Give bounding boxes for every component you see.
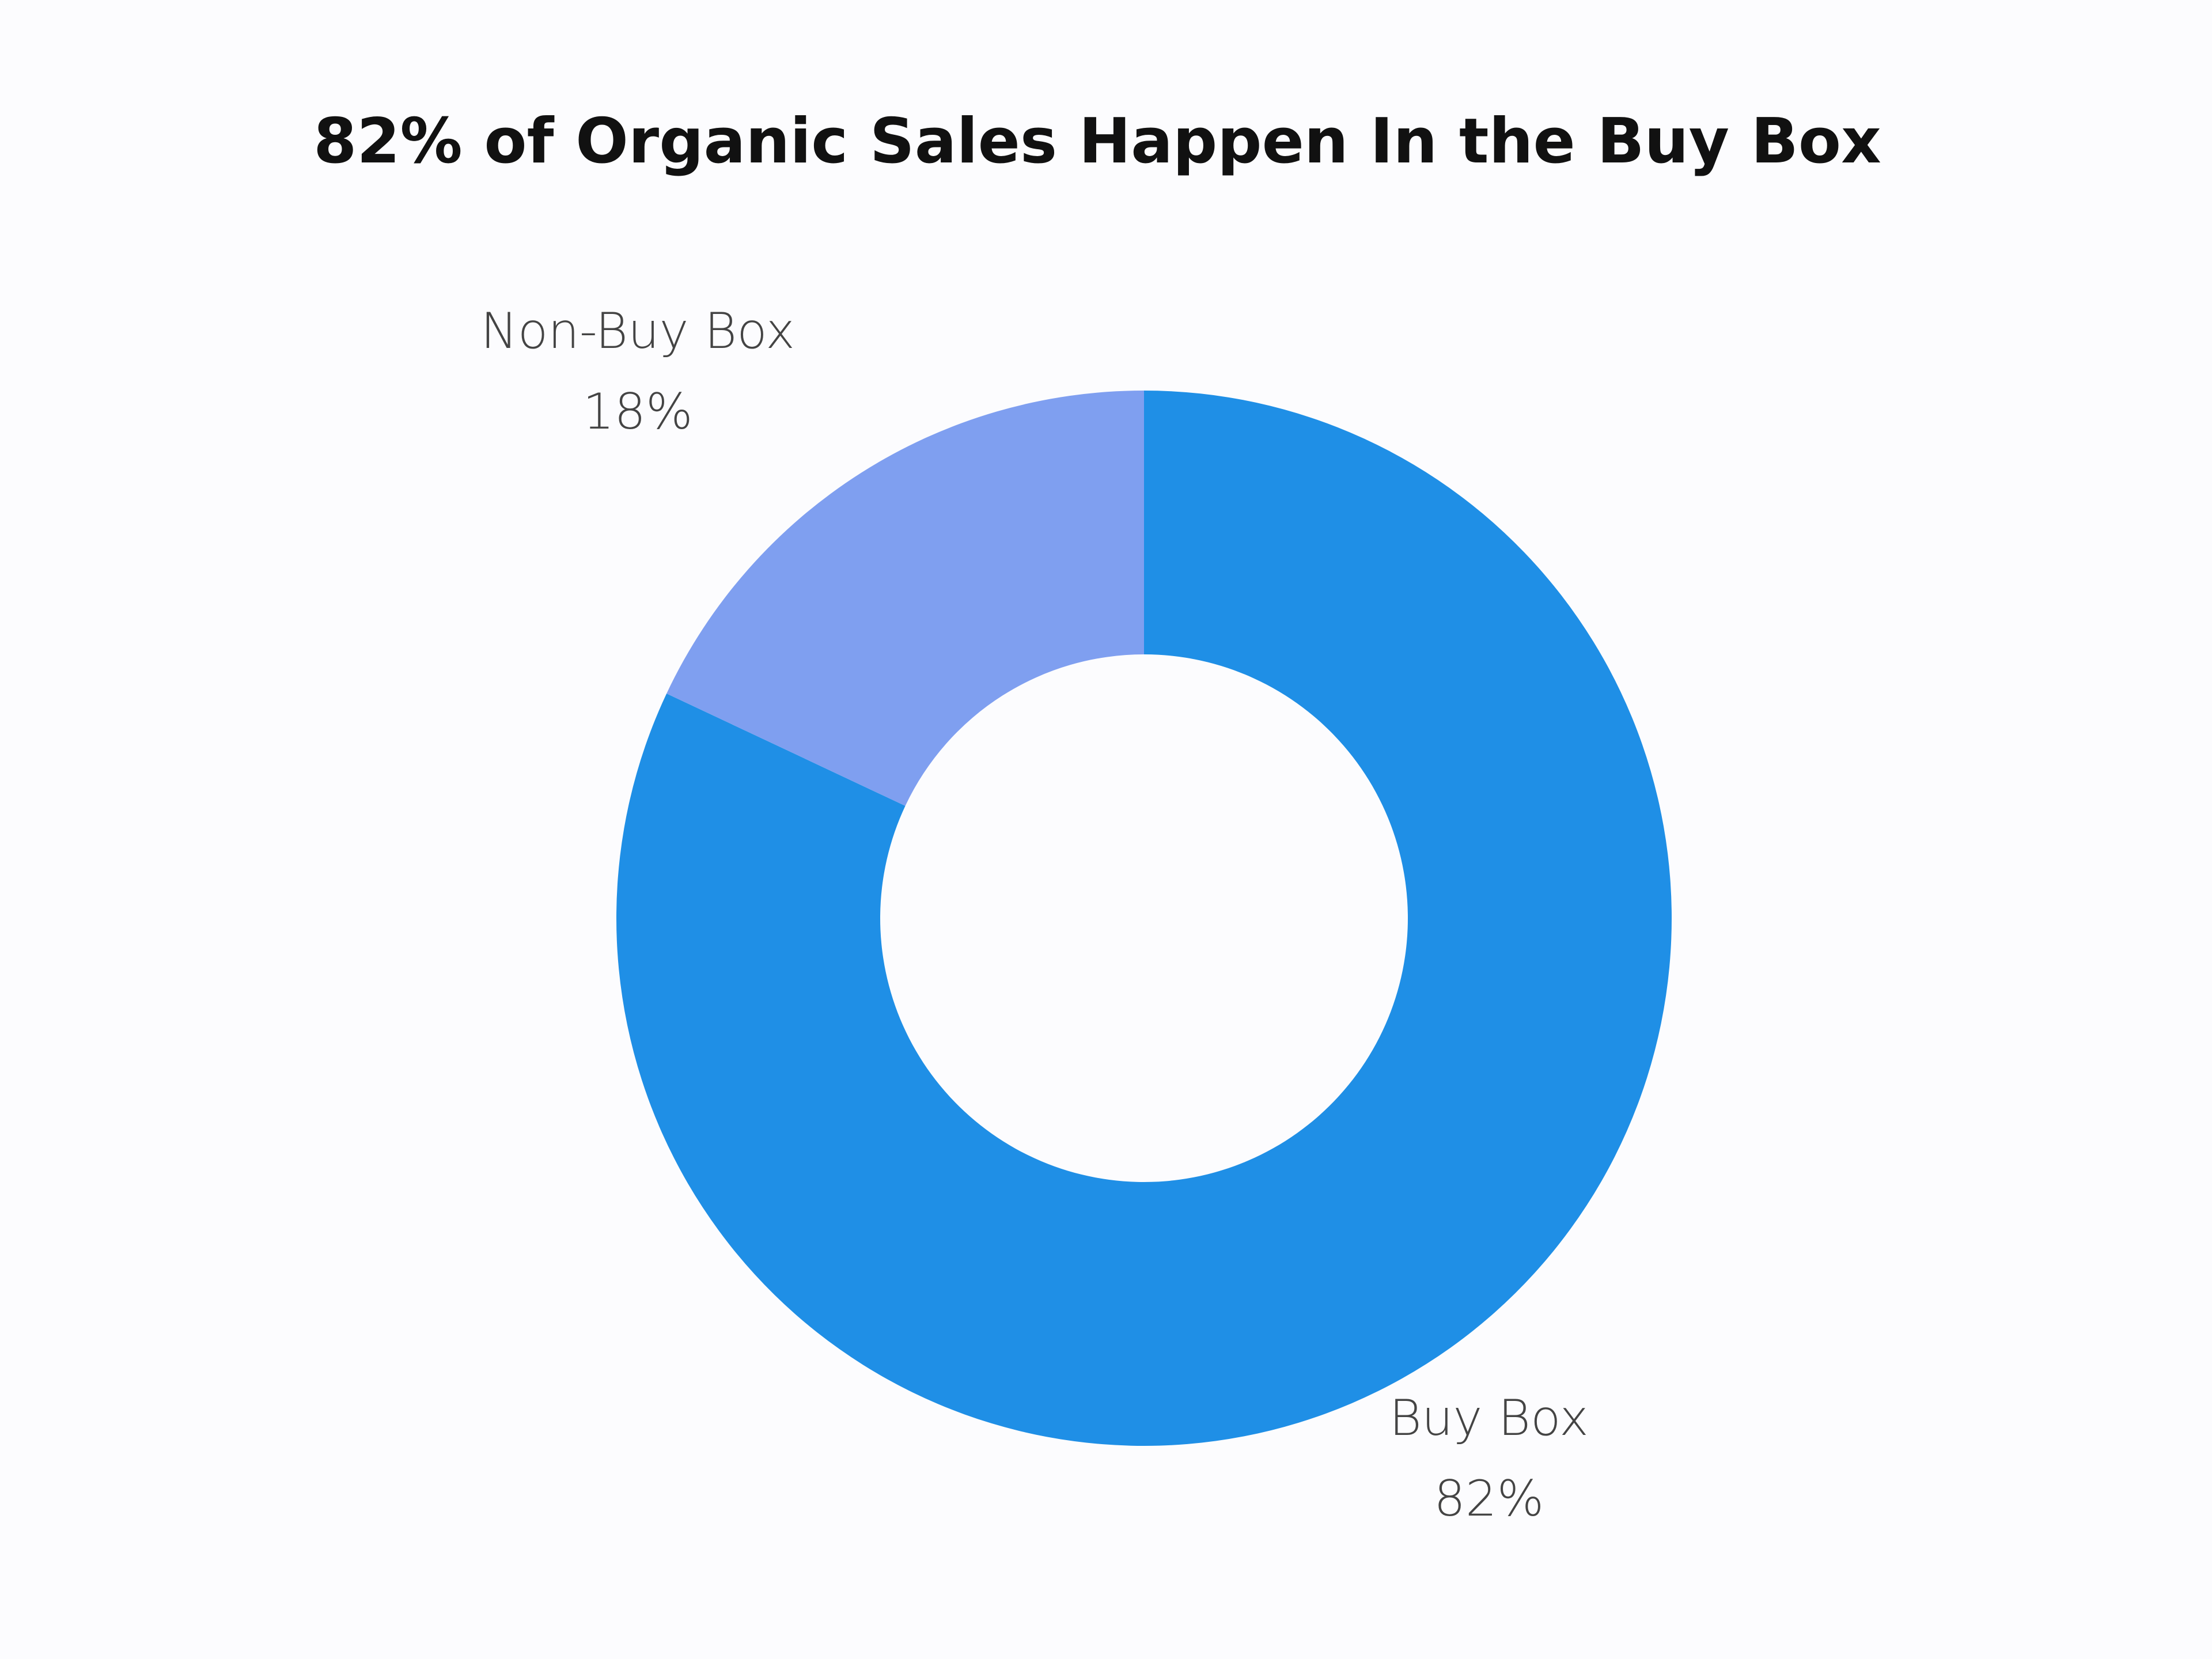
slice-label: Buy Box (1389, 1389, 1589, 1447)
slice-value-label: 82% (1434, 1470, 1544, 1528)
slice (666, 391, 1144, 806)
slice-label: Non-Buy Box (480, 302, 795, 360)
slice (616, 391, 1672, 1446)
chart-title: 82% of Organic Sales Happen In the Buy B… (313, 105, 1881, 177)
slice-value-label: 18% (583, 383, 693, 441)
